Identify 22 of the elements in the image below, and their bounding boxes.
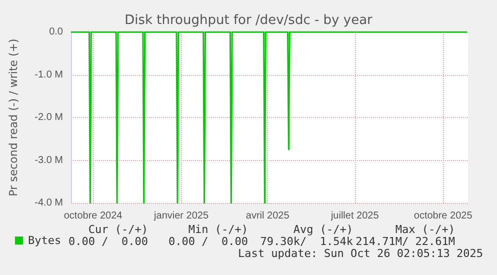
y-axis-title: Pr second read (-) / write (+) [7,38,20,196]
y-tick-label: -3.0 M [34,154,63,166]
text: 0.00 / 0.00 [168,235,248,248]
text: Max (-/+) [395,223,455,236]
y-tick-label: -4.0 M [34,198,63,208]
legend-label: Bytes [28,234,62,247]
y-tick-label: -1.0 M [34,69,63,80]
text: 79.30k/ 1.54k [260,235,354,248]
x-tick-label: juillet 2025 [330,210,380,222]
text: 0.00 / 0.00 [68,235,148,248]
text: Avg (-/+) [293,223,353,236]
x-tick-label: octobre 2024 [64,210,123,222]
text: Last update: Sun Oct 26 02:05:13 2025 [238,247,484,260]
y-tick-label: 0.0 [49,26,64,38]
x-tick-label: janvier 2025 [153,210,209,222]
x-tick-label: avril 2025 [246,210,290,222]
text: Min (-/+) [188,223,248,236]
y-tick-label: -2.0 M [34,112,63,123]
chart-title: Disk throughput for /dev/sdc - by year [124,13,374,28]
text: 214.71M/ 22.61M [356,235,456,248]
text: Cur (-/+) [88,223,148,236]
x-tick-label: octobre 2025 [414,210,473,222]
